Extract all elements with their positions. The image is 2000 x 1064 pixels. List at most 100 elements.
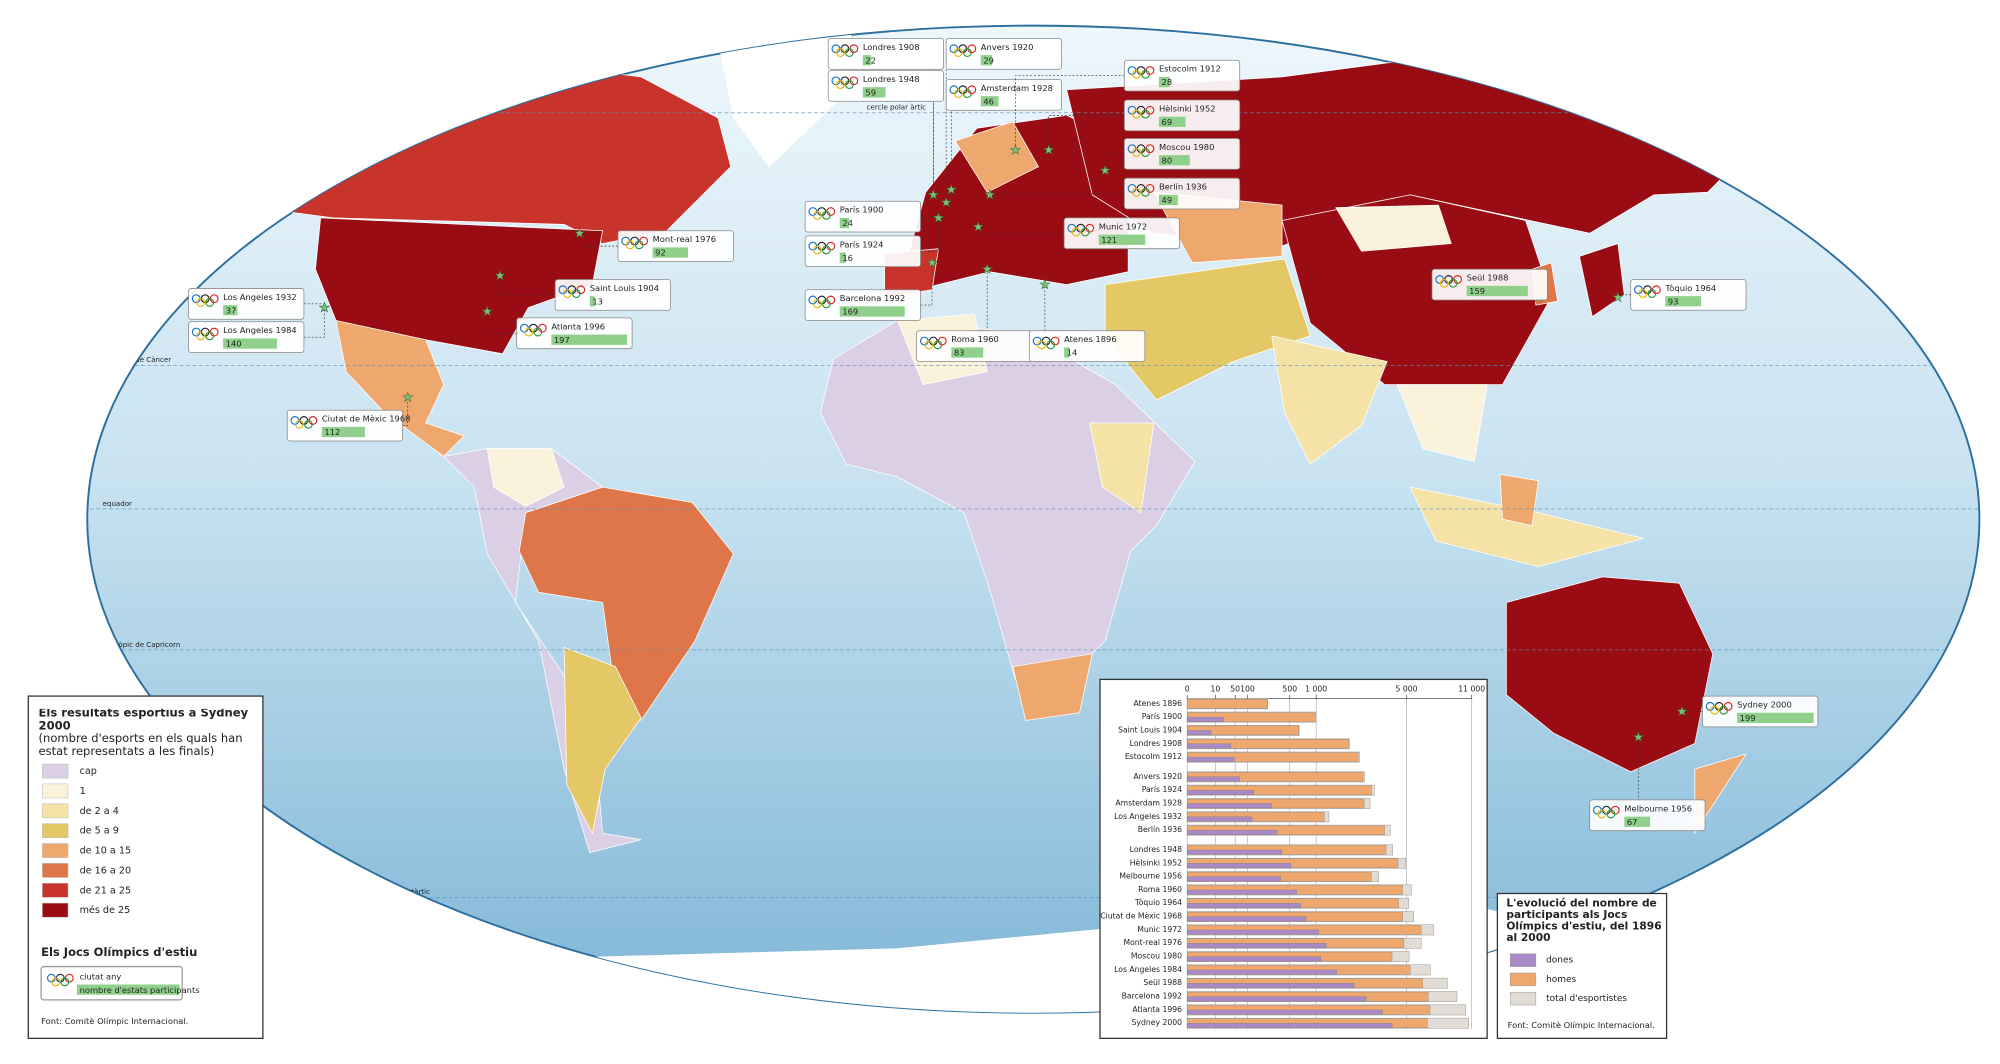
host-count-bar bbox=[980, 96, 999, 107]
bar bbox=[1186, 1009, 1383, 1015]
legend-label: més de 25 bbox=[80, 904, 131, 916]
chart-title: L'evolució del nombre de participants al… bbox=[1506, 897, 1662, 944]
olympic-ring bbox=[205, 331, 215, 341]
host-city: París 1924 bbox=[840, 239, 884, 249]
host-count-bar bbox=[1737, 712, 1814, 724]
olympic-ring bbox=[1071, 227, 1081, 237]
legend-swatch bbox=[42, 803, 69, 819]
host-count-bar bbox=[652, 247, 688, 258]
host-count-bar bbox=[951, 347, 984, 358]
host-count: 112 bbox=[324, 427, 340, 437]
host-count: 16 bbox=[842, 253, 853, 263]
y-tick-label: Melbourne 1956 bbox=[1119, 872, 1182, 881]
olympic-ring bbox=[835, 80, 845, 90]
olympic-ring bbox=[835, 48, 845, 57]
country bbox=[153, 95, 337, 196]
leader-line bbox=[920, 262, 933, 306]
legend-label: 1 bbox=[80, 786, 86, 797]
x-tick-label: 0 bbox=[1185, 685, 1190, 694]
y-tick-label: Munic 1972 bbox=[1137, 925, 1182, 934]
bar bbox=[1186, 916, 1307, 922]
host-count-bar bbox=[551, 334, 628, 345]
legend-swatch bbox=[42, 902, 69, 918]
x-tick-label: 10 bbox=[1210, 685, 1220, 694]
bar bbox=[1186, 699, 1269, 709]
olympic-ring bbox=[1132, 187, 1141, 197]
host-count-bar bbox=[839, 252, 846, 263]
host-count: 14 bbox=[1067, 348, 1078, 358]
host-city: Atlanta 1996 bbox=[551, 321, 605, 331]
legend-swatch bbox=[42, 783, 69, 799]
y-tick-label: Tòquio 1964 bbox=[1134, 898, 1182, 907]
host-city: Los Angeles 1932 bbox=[223, 292, 297, 302]
host-city: Los Angeles 1984 bbox=[223, 325, 297, 335]
legend-heading: Els resultats esportius a Sydney 2000 (n… bbox=[39, 709, 249, 758]
sample-city: ciutat any bbox=[80, 971, 122, 981]
host-count-bar bbox=[1158, 76, 1170, 88]
y-tick-label: Atenes 1896 bbox=[1134, 699, 1183, 708]
y-tick-label: Hèlsinki 1952 bbox=[1130, 858, 1182, 867]
y-tick-label: París 1900 bbox=[1142, 712, 1182, 721]
host-count-bar bbox=[1064, 347, 1070, 358]
y-tick-label: Saint Louis 1904 bbox=[1118, 725, 1182, 734]
host-count: 24 bbox=[842, 218, 853, 228]
olympic-ring bbox=[1597, 809, 1607, 819]
olympic-ring bbox=[933, 340, 943, 350]
chart: 0 10 50 100 500 1 000 5 000 11 000 Atenes 1896 Pa… bbox=[1100, 685, 1627, 1030]
country bbox=[335, 319, 465, 457]
olympic-ring bbox=[821, 210, 831, 220]
host-count: 29 bbox=[983, 55, 994, 65]
bar bbox=[1186, 956, 1322, 962]
legend-label: de 21 a 25 bbox=[80, 885, 132, 896]
olympic-ring bbox=[205, 298, 215, 307]
y-tick-label: Barcelona 1992 bbox=[1122, 992, 1182, 1001]
olympic-ring bbox=[1710, 705, 1720, 715]
parallel-label: tròpic de Capricorn bbox=[113, 640, 180, 649]
host-count: 49 bbox=[1162, 195, 1173, 205]
leader-line bbox=[303, 307, 325, 338]
bar bbox=[1186, 829, 1277, 835]
bar bbox=[1186, 996, 1367, 1002]
host-count: 46 bbox=[983, 96, 994, 106]
bar bbox=[1186, 716, 1224, 722]
olympic-ring bbox=[1132, 109, 1141, 119]
olympic-ring bbox=[953, 89, 963, 99]
host-star bbox=[1612, 291, 1624, 303]
legend-label: de 10 a 15 bbox=[80, 846, 132, 857]
x-tick-label: 500 bbox=[1282, 685, 1297, 694]
host-star bbox=[1039, 278, 1051, 290]
host-count-bar bbox=[1624, 816, 1651, 827]
bar bbox=[1186, 816, 1253, 822]
host-count-bar bbox=[1158, 194, 1178, 206]
bar bbox=[1186, 776, 1240, 782]
host-city: Estocolm 1912 bbox=[1159, 64, 1221, 74]
host-count-bar bbox=[839, 306, 905, 317]
host-city: Atenes 1896 bbox=[1064, 334, 1117, 344]
legend-swatch bbox=[42, 882, 69, 898]
y-tick-label: París 1924 bbox=[1142, 785, 1182, 794]
host-count: 121 bbox=[1101, 235, 1117, 245]
country bbox=[1335, 204, 1452, 252]
bar bbox=[1186, 743, 1231, 749]
x-tick-label: 50 bbox=[1230, 685, 1240, 694]
country bbox=[315, 217, 604, 355]
chart-source: Font: Comitè Olímpic Internacional. bbox=[1508, 1020, 1655, 1030]
host-star bbox=[940, 196, 952, 208]
y-tick-label: Seül 1988 bbox=[1143, 978, 1182, 987]
olympic-ring bbox=[1647, 289, 1657, 298]
country bbox=[1578, 243, 1625, 318]
olympic-rings bbox=[46, 973, 74, 987]
host-city: París 1900 bbox=[840, 205, 884, 215]
host-count: 22 bbox=[865, 55, 876, 65]
host-count: 67 bbox=[1627, 817, 1638, 827]
olympic-ring bbox=[1141, 69, 1150, 79]
olympic-ring bbox=[844, 48, 854, 57]
bar bbox=[1186, 983, 1355, 988]
legend-swatch bbox=[1509, 991, 1537, 1006]
olympic-ring bbox=[295, 419, 304, 429]
leader-line bbox=[499, 275, 556, 296]
olympic-ring bbox=[1638, 289, 1648, 298]
olympic-ring bbox=[812, 210, 822, 220]
host-city: Munic 1972 bbox=[1099, 221, 1147, 231]
olympic-ring bbox=[562, 289, 572, 298]
